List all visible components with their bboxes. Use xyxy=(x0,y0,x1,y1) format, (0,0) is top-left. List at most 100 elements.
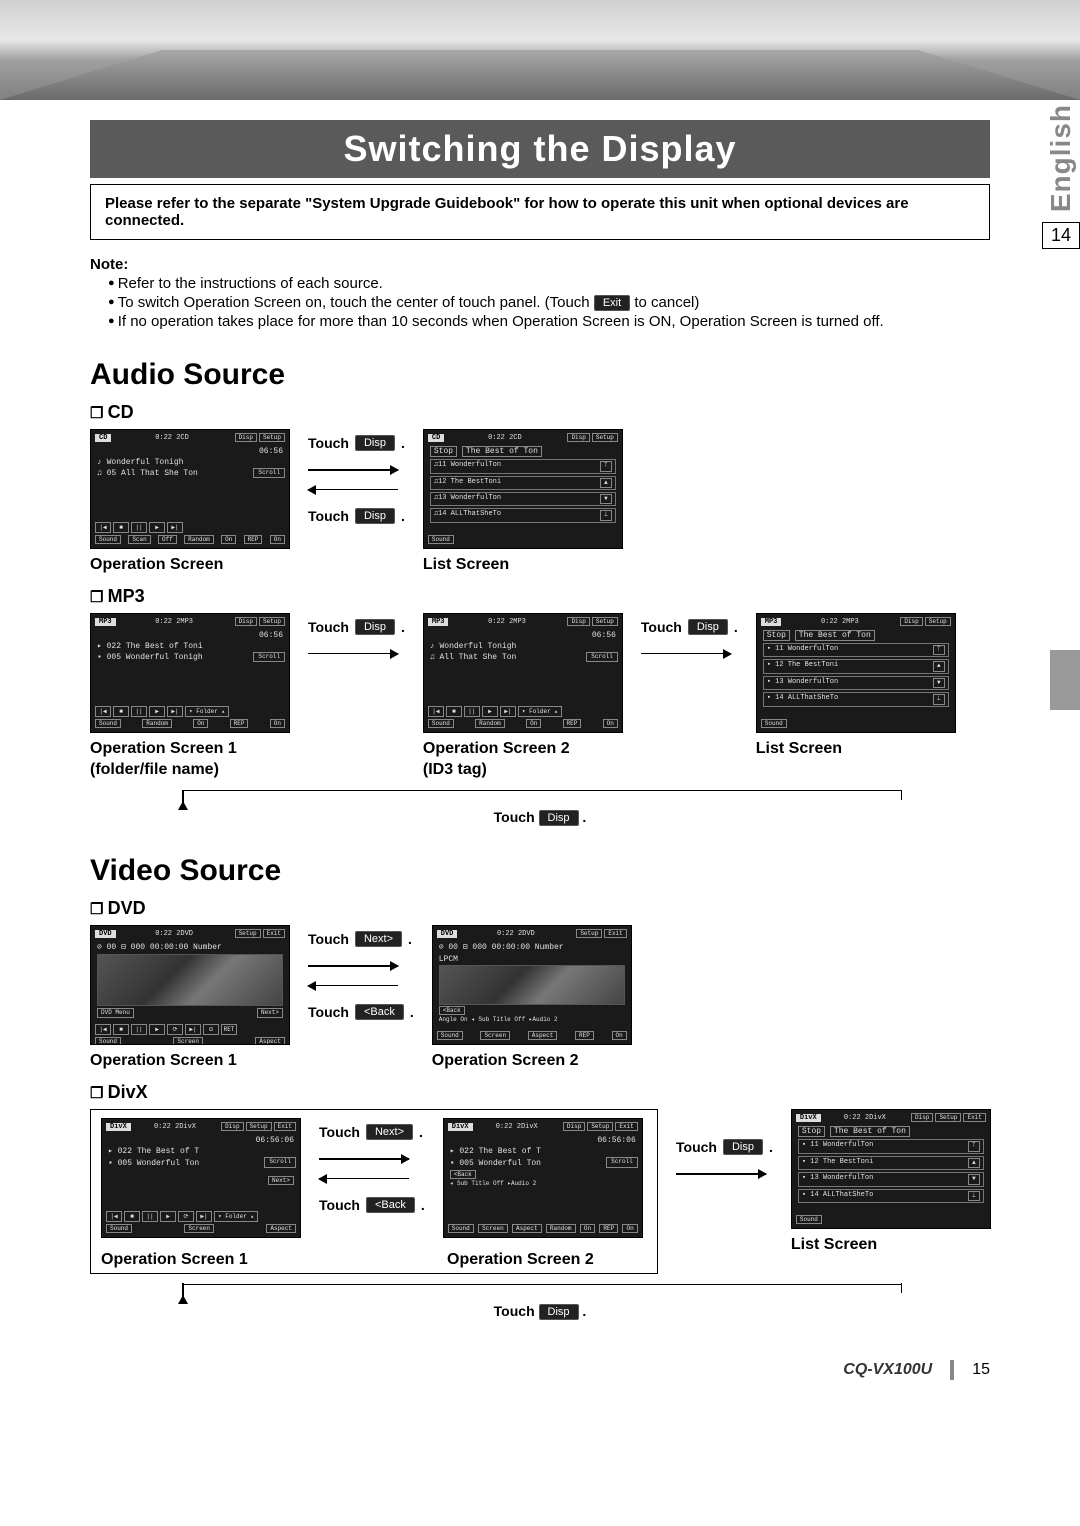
disp-pill[interactable]: Disp xyxy=(567,617,589,626)
exit-pill[interactable]: Exit xyxy=(615,1122,637,1131)
screen-pill[interactable]: Screen xyxy=(478,1224,508,1233)
prev-button[interactable]: |◀ xyxy=(106,1211,122,1222)
random-pill[interactable]: Random xyxy=(475,719,505,728)
rep-pill[interactable]: REP xyxy=(230,719,249,728)
jump-bottom-icon[interactable]: ⟘ xyxy=(968,1191,980,1201)
next-button[interactable]: ▶| xyxy=(167,522,183,533)
on-pill[interactable]: On xyxy=(270,719,285,728)
prev-button[interactable]: |◀ xyxy=(95,706,111,717)
setup-pill[interactable]: Setup xyxy=(935,1113,961,1122)
disp-button[interactable]: Disp xyxy=(539,1304,579,1320)
up-icon[interactable]: ▲ xyxy=(968,1158,980,1168)
setup-pill[interactable]: Setup xyxy=(925,617,951,626)
screen-pill[interactable]: Screen xyxy=(173,1037,203,1045)
disp-pill[interactable]: Disp xyxy=(563,1122,585,1131)
exit-button[interactable]: Exit xyxy=(594,295,630,311)
screen-pill[interactable]: Screen xyxy=(184,1224,214,1233)
jump-bottom-icon[interactable]: ⟘ xyxy=(933,694,945,704)
down-icon[interactable]: ▼ xyxy=(968,1174,980,1184)
scan-pill[interactable]: Scan xyxy=(128,535,150,544)
play-button[interactable]: ▶ xyxy=(160,1211,176,1222)
disp-button[interactable]: Disp xyxy=(688,619,728,635)
setup-pill[interactable]: Setup xyxy=(259,433,285,442)
exit-pill[interactable]: Exit xyxy=(263,929,285,938)
next-button[interactable]: ▶| xyxy=(167,706,183,717)
jump-bottom-icon[interactable]: ⟘ xyxy=(600,510,612,520)
exit-pill[interactable]: Exit xyxy=(963,1113,985,1122)
list-item[interactable]: ▪ 11 WonderfulTon xyxy=(767,645,838,655)
stop-button[interactable]: ■ xyxy=(446,706,462,717)
next-button-label[interactable]: Next> xyxy=(366,1124,413,1140)
stop-pill[interactable]: Stop xyxy=(763,630,790,641)
setup-pill[interactable]: Setup xyxy=(587,1122,613,1131)
prev-button[interactable]: |◀ xyxy=(95,1024,111,1035)
on-pill[interactable]: On xyxy=(580,1224,595,1233)
disp-button[interactable]: Disp xyxy=(355,619,395,635)
sound-pill[interactable]: Sound xyxy=(95,1037,121,1045)
sound-pill[interactable]: Sound xyxy=(796,1215,822,1224)
disp-pill[interactable]: Disp xyxy=(900,617,922,626)
scroll-pill[interactable]: Scroll xyxy=(586,652,618,662)
list-item[interactable]: ▪ 14 ALLThatSheTo xyxy=(767,694,838,704)
on-pill[interactable]: On xyxy=(193,719,208,728)
prev-button[interactable]: |◀ xyxy=(95,522,111,533)
disp-button[interactable]: Disp xyxy=(355,508,395,524)
scroll-pill[interactable]: Scroll xyxy=(253,652,285,662)
off-pill[interactable]: Off xyxy=(158,535,177,544)
aspect-pill[interactable]: Aspect xyxy=(528,1031,558,1040)
sound-pill[interactable]: Sound xyxy=(437,1031,463,1040)
stop-pill[interactable]: Stop xyxy=(430,446,457,457)
back-pill[interactable]: <Back xyxy=(450,1170,476,1179)
pause-button[interactable]: || xyxy=(142,1211,158,1222)
scroll-pill[interactable]: Scroll xyxy=(606,1157,638,1167)
folder-pill[interactable]: ▾ Folder ▴ xyxy=(214,1211,258,1222)
list-item[interactable]: ▪ 12 The BestToni xyxy=(802,1158,873,1168)
sound-pill[interactable]: Sound xyxy=(95,535,121,544)
pause-button[interactable]: || xyxy=(131,522,147,533)
play-button[interactable]: ▶ xyxy=(482,706,498,717)
play-button[interactable]: ▶ xyxy=(149,1024,165,1035)
list-item[interactable]: ♫12 The BestToni xyxy=(434,478,501,488)
disp-pill[interactable]: Disp xyxy=(235,617,257,626)
disp-button[interactable]: Disp xyxy=(723,1139,763,1155)
folder-pill[interactable]: ▾ Folder ▴ xyxy=(185,706,229,717)
list-item[interactable]: ♫11 WonderfulTon xyxy=(434,461,501,471)
setup-pill[interactable]: Setup xyxy=(592,617,618,626)
screen-pill[interactable]: Screen xyxy=(480,1031,510,1040)
sound-pill[interactable]: Sound xyxy=(428,535,454,544)
sound-pill[interactable]: Sound xyxy=(95,719,121,728)
list-item[interactable]: ♫14 ALLThatSheTo xyxy=(434,510,501,520)
disp-pill[interactable]: Disp xyxy=(567,433,589,442)
list-item[interactable]: ♫13 WonderfulTon xyxy=(434,494,501,504)
dvd-menu-pill[interactable]: DVD Menu xyxy=(97,1008,134,1018)
list-item[interactable]: ▪ 14 ALLThatSheTo xyxy=(802,1191,873,1201)
rep-pill[interactable]: REP xyxy=(244,535,263,544)
stop-button[interactable]: ■ xyxy=(113,1024,129,1035)
back-button-label[interactable]: <Back xyxy=(366,1197,415,1213)
on-pill[interactable]: On xyxy=(270,535,285,544)
ret-button[interactable]: RET xyxy=(221,1024,237,1035)
down-icon[interactable]: ▼ xyxy=(933,678,945,688)
scroll-pill[interactable]: Scroll xyxy=(264,1157,296,1167)
on-pill[interactable]: On xyxy=(221,535,236,544)
setup-pill[interactable]: Setup xyxy=(246,1122,272,1131)
stop-button[interactable]: ■ xyxy=(113,706,129,717)
up-icon[interactable]: ▲ xyxy=(933,661,945,671)
next-button[interactable]: ▶| xyxy=(196,1211,212,1222)
sound-pill[interactable]: Sound xyxy=(448,1224,474,1233)
next-button-label[interactable]: Next> xyxy=(355,931,402,947)
stop-button[interactable]: ■ xyxy=(113,522,129,533)
on-pill[interactable]: On xyxy=(526,719,541,728)
aspect-pill[interactable]: Aspect xyxy=(255,1037,285,1045)
play-button[interactable]: ▶ xyxy=(149,706,165,717)
sound-pill[interactable]: Sound xyxy=(761,719,787,728)
stop-pill[interactable]: Stop xyxy=(798,1126,825,1137)
scroll-pill[interactable]: Scroll xyxy=(253,468,285,478)
next-pill[interactable]: Next> xyxy=(268,1176,294,1185)
next-button[interactable]: ▶| xyxy=(185,1024,201,1035)
pause-button[interactable]: || xyxy=(131,706,147,717)
setup-pill[interactable]: Setup xyxy=(235,929,261,938)
play-button[interactable]: ▶ xyxy=(149,522,165,533)
disp-pill[interactable]: Disp xyxy=(911,1113,933,1122)
list-item[interactable]: ▪ 13 WonderfulTon xyxy=(802,1174,873,1184)
